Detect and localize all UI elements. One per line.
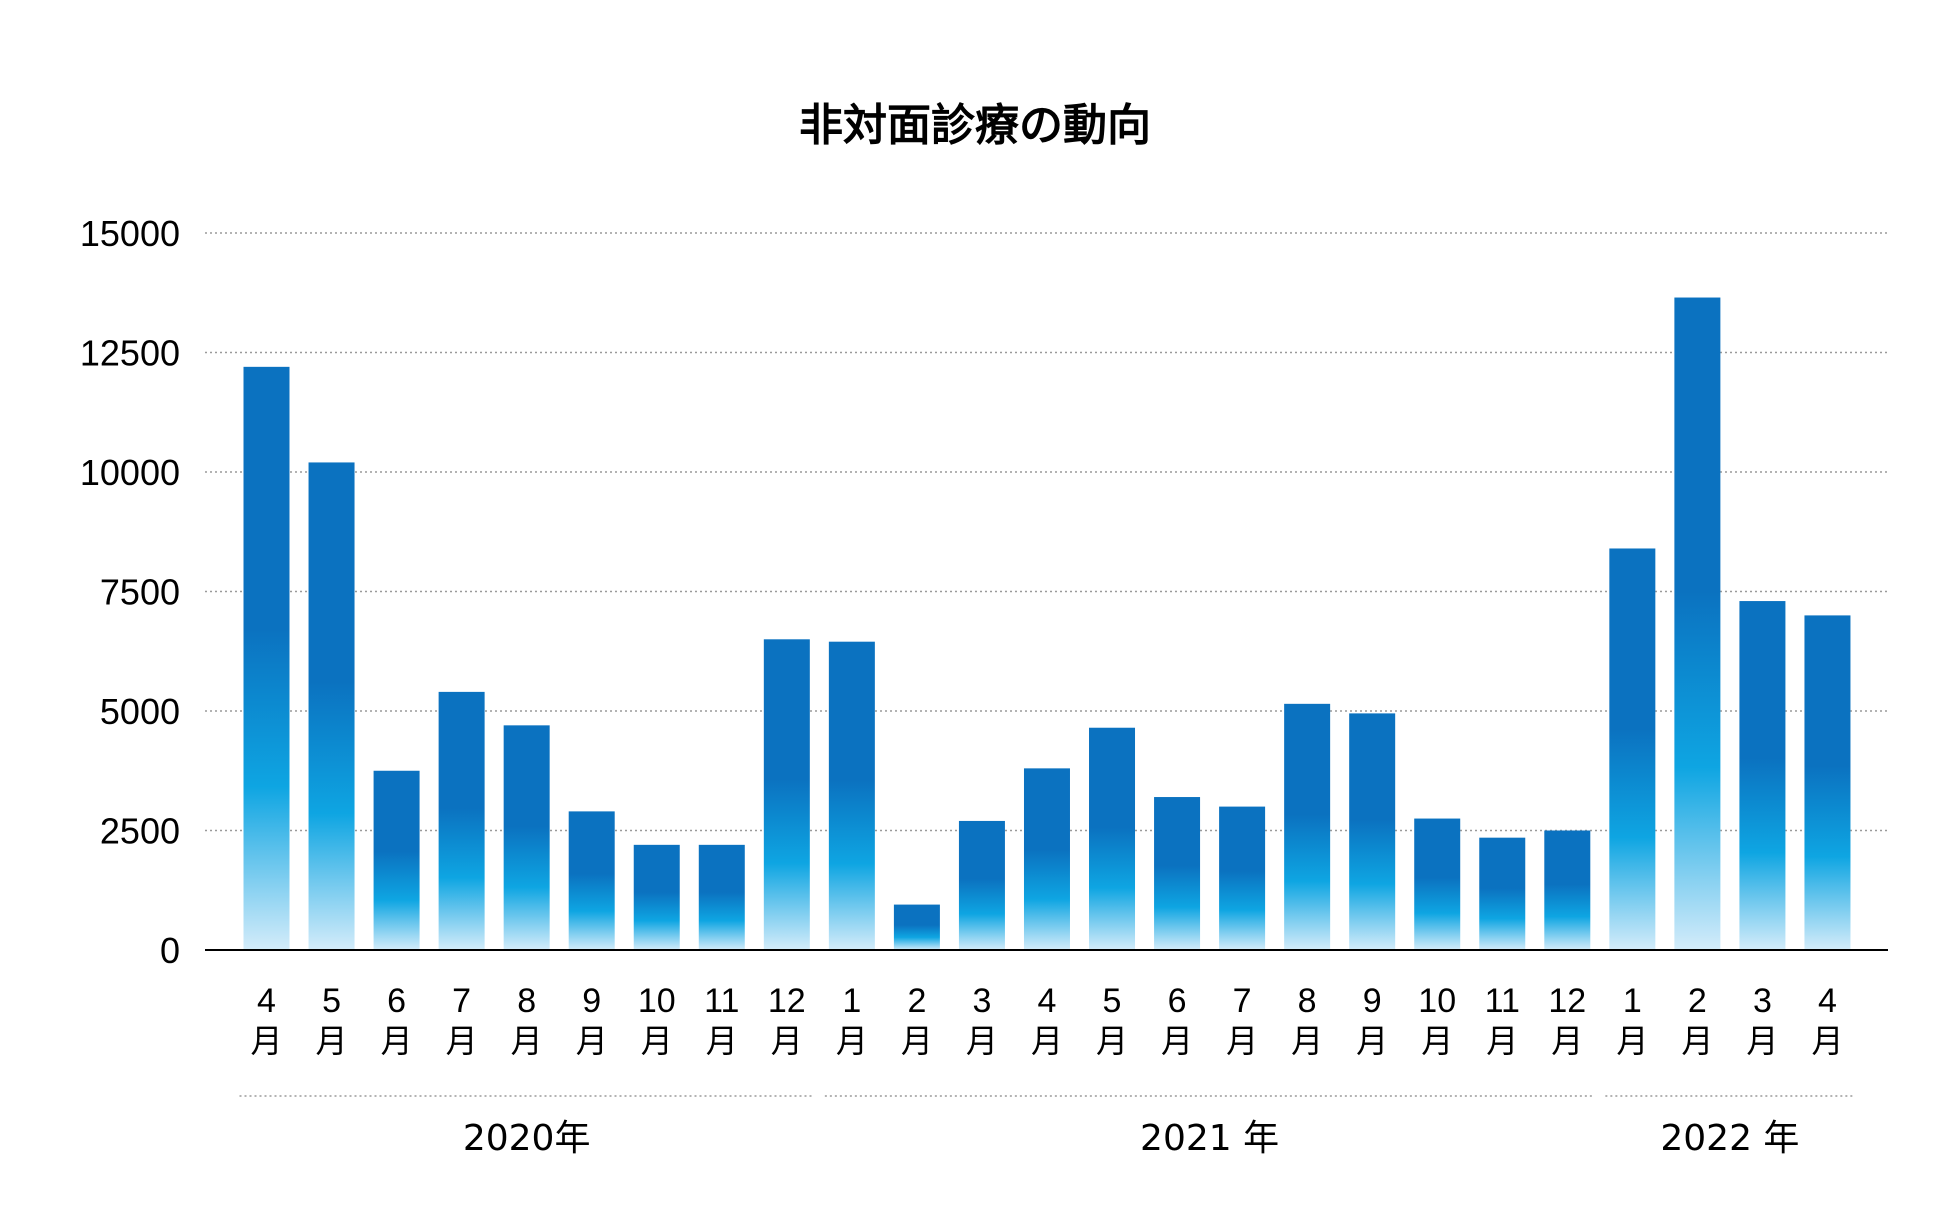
x-tick-month-suffix: 月 [1356, 1022, 1388, 1060]
x-tick-month-suffix: 月 [446, 1022, 478, 1060]
x-tick-month: 8 [517, 982, 536, 1020]
chart-title: 非対面診療の動向 [799, 100, 1151, 151]
x-tick-month-suffix: 月 [1811, 1022, 1843, 1060]
x-tick-month-suffix: 月 [1421, 1022, 1453, 1060]
x-tick-month: 5 [322, 982, 341, 1020]
x-tick-month-suffix: 月 [511, 1022, 543, 1060]
x-tick-month-suffix: 月 [1161, 1022, 1193, 1060]
x-tick-month-suffix: 月 [576, 1022, 608, 1060]
bar [243, 366, 290, 951]
x-tick-month-suffix: 月 [641, 1022, 673, 1060]
x-tick-month-suffix: 月 [1031, 1022, 1063, 1060]
x-tick-month-suffix: 月 [706, 1022, 738, 1060]
y-axis-ticks: 0 2500 5000 7500 10000 12500 15000 [80, 213, 180, 971]
bar [893, 904, 940, 950]
x-tick-month-suffix: 月 [1226, 1022, 1258, 1060]
bar [1089, 727, 1136, 950]
x-tick-month: 10 [1418, 982, 1456, 1020]
x-tick-month-suffix: 月 [1486, 1022, 1518, 1060]
x-tick-month: 10 [638, 982, 676, 1020]
x-tick-month-suffix: 月 [1746, 1022, 1778, 1060]
x-tick-month: 4 [257, 982, 276, 1020]
bar [308, 462, 355, 950]
bar [503, 725, 550, 950]
x-tick-month: 7 [452, 982, 471, 1020]
x-tick-month-suffix: 月 [1551, 1022, 1583, 1060]
bar [958, 820, 1005, 950]
x-tick-month-suffix: 月 [381, 1022, 413, 1060]
x-tick-month-suffix: 月 [316, 1022, 348, 1060]
bar [1284, 703, 1331, 950]
bar [1609, 548, 1656, 950]
x-tick-month-suffix: 月 [1291, 1022, 1323, 1060]
x-tick-month: 1 [842, 982, 861, 1020]
x-tick-month: 8 [1298, 982, 1317, 1020]
x-tick-month: 11 [1485, 982, 1520, 1020]
bar [1414, 818, 1461, 950]
bar [1023, 768, 1070, 950]
bar [828, 641, 875, 950]
y-tick-label: 12500 [80, 333, 180, 374]
bar [1154, 797, 1201, 950]
bar [1349, 713, 1396, 950]
x-tick-month: 11 [704, 982, 739, 1020]
bar [1219, 806, 1266, 950]
x-tick-month-suffix: 月 [250, 1022, 282, 1060]
bar [373, 770, 420, 950]
y-tick-label: 0 [160, 930, 180, 971]
bar [633, 844, 680, 950]
year-group-label: 2021 年 [1140, 1118, 1279, 1159]
x-tick-month: 9 [582, 982, 601, 1020]
x-tick-month-suffix: 月 [1616, 1022, 1648, 1060]
x-tick-month: 5 [1103, 982, 1122, 1020]
x-tick-month: 4 [1818, 982, 1837, 1020]
year-group-label: 2020年 [463, 1118, 591, 1159]
y-tick-label: 7500 [100, 572, 180, 613]
x-tick-month: 3 [972, 982, 991, 1020]
x-tick-month: 1 [1623, 982, 1642, 1020]
bar [1674, 297, 1721, 950]
bar [568, 811, 615, 950]
x-tick-month: 6 [1168, 982, 1187, 1020]
x-tick-month: 7 [1233, 982, 1252, 1020]
x-tick-month: 6 [387, 982, 406, 1020]
x-tick-month: 12 [768, 982, 806, 1020]
x-tick-month: 4 [1038, 982, 1057, 1020]
x-tick-month-suffix: 月 [771, 1022, 803, 1060]
y-tick-label: 10000 [80, 452, 180, 493]
x-tick-month: 12 [1548, 982, 1586, 1020]
x-tick-month-suffix: 月 [1681, 1022, 1713, 1060]
bar [1479, 837, 1526, 950]
x-tick-month: 2 [1688, 982, 1707, 1020]
bar [698, 844, 745, 950]
x-tick-month-suffix: 月 [966, 1022, 998, 1060]
x-axis-labels: 4月5月6月7月8月9月10月11月12月1月2月3月4月5月6月7月8月9月1… [250, 982, 1843, 1060]
x-tick-month-suffix: 月 [836, 1022, 868, 1060]
year-group-label: 2022 年 [1660, 1118, 1799, 1159]
x-tick-month: 3 [1753, 982, 1772, 1020]
y-tick-label: 2500 [100, 811, 180, 852]
bar [763, 639, 810, 950]
bars [243, 297, 1851, 951]
year-groups: 2020年 2021 年 2022 年 [239, 1095, 1855, 1159]
bar [1739, 601, 1786, 950]
x-tick-month: 9 [1363, 982, 1382, 1020]
y-tick-label: 5000 [100, 691, 180, 732]
bar [1804, 615, 1851, 950]
x-tick-month-suffix: 月 [901, 1022, 933, 1060]
bar [1544, 830, 1591, 950]
bar [438, 691, 485, 950]
x-tick-month: 2 [907, 982, 926, 1020]
x-tick-month-suffix: 月 [1096, 1022, 1128, 1060]
y-tick-label: 15000 [80, 213, 180, 254]
